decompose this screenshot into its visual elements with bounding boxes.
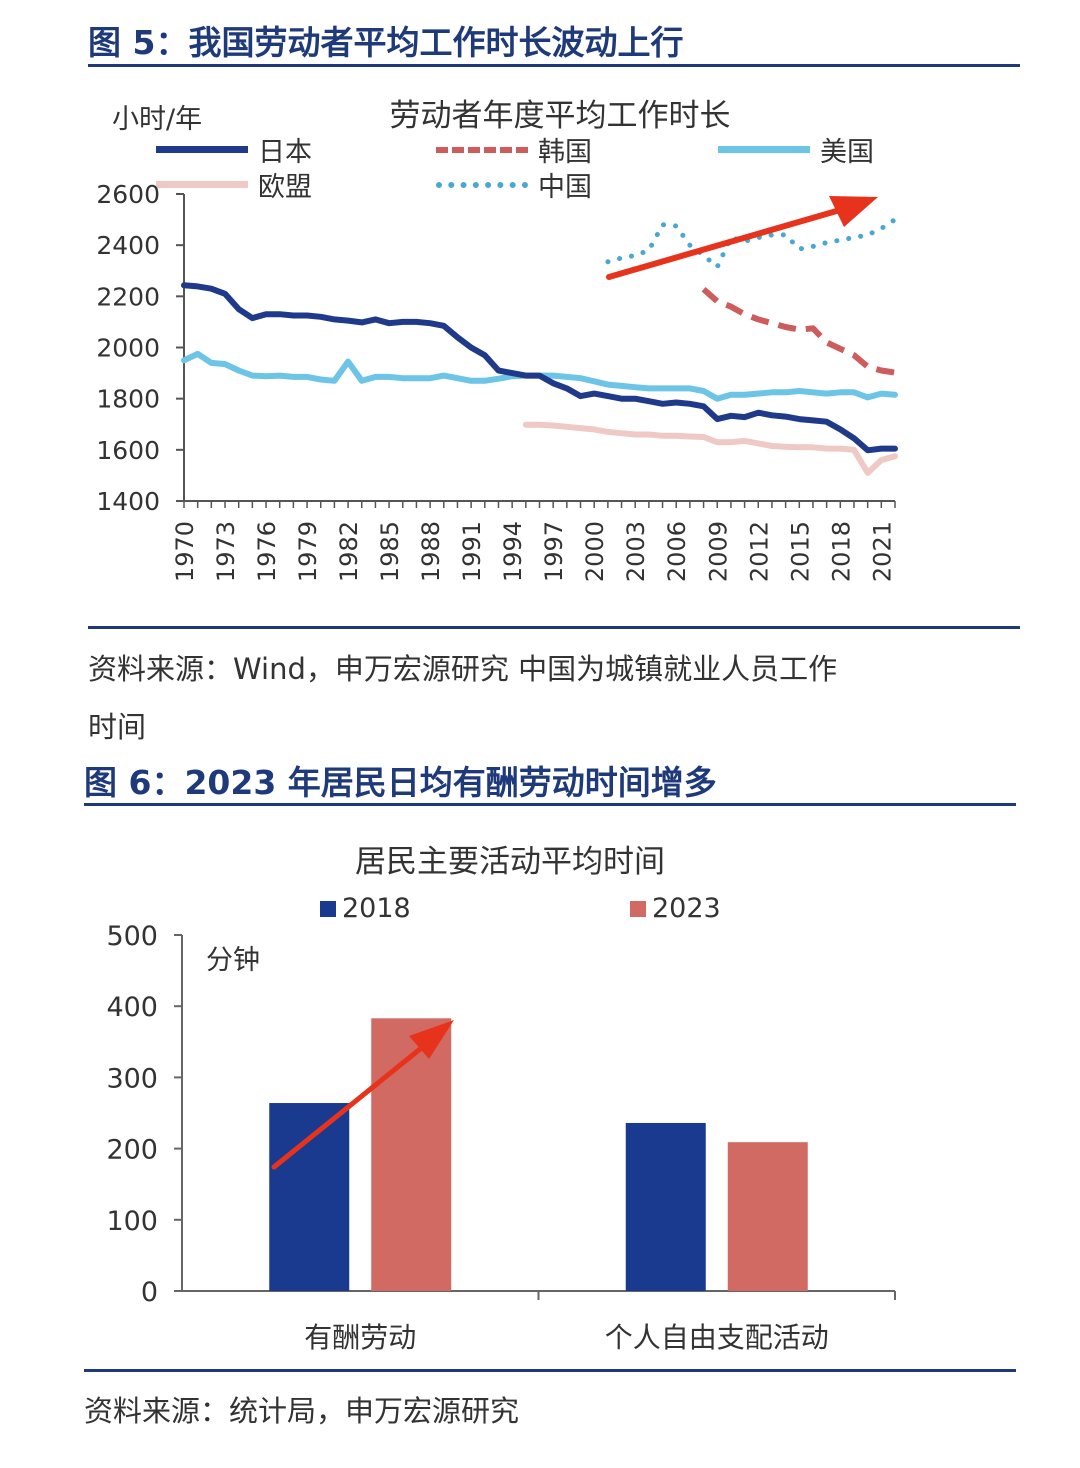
legend-korea-label: 韩国 <box>538 137 592 168</box>
legend-usa-label: 美国 <box>820 137 874 168</box>
chart1-x-tick-label: 1976 <box>253 521 281 582</box>
chart1-x-tick-label: 2009 <box>704 521 732 582</box>
legend-korea-swatch <box>436 146 528 153</box>
chart1-series-line-eu <box>522 421 898 476</box>
figure5-source-line1: 资料来源：Wind，申万宏源研究 中国为城镇就业人员工作 <box>88 652 838 686</box>
figure6-title-rule <box>84 803 1016 806</box>
legend-usa-swatch <box>718 146 810 153</box>
chart2-bar-2023-1 <box>371 1018 452 1291</box>
chart1-y-tick-label: 2600 <box>96 180 160 209</box>
chart2-y-tick-label: 500 <box>106 921 158 952</box>
chart2-trend-arrow-head <box>409 1020 454 1059</box>
legend-2018: 2018 <box>320 893 411 924</box>
chart2-trend-arrow-shaft <box>271 1042 428 1170</box>
chart1-series-line-china <box>605 217 898 270</box>
legend-china-swatch <box>436 181 528 188</box>
figure5-source-line2: 时间 <box>88 710 147 744</box>
figure5-title: 图 5：我国劳动者平均工作时长波动上行 <box>88 23 684 62</box>
chart1-x-tick-label: 1991 <box>458 521 486 582</box>
chart2-y-tick-label: 400 <box>106 992 158 1023</box>
legend-japan-label: 日本 <box>258 137 312 168</box>
legend-2018-swatch <box>320 900 336 917</box>
figure5-title-rule <box>88 64 1020 67</box>
chart1-series-line-japan <box>181 282 898 454</box>
chart2-category-label: 个人自由支配活动 <box>605 1321 829 1354</box>
chart2-category-label: 有酬劳动 <box>304 1321 416 1354</box>
legend-eu-label: 欧盟 <box>258 172 312 203</box>
chart1-x-tick-label: 1979 <box>294 521 322 582</box>
legend-eu: 欧盟 <box>156 165 312 204</box>
chart1-x-tick-label: 1985 <box>376 521 404 582</box>
chart2-y-tick-label: 100 <box>106 1206 158 1237</box>
chart1-x-tick-label: 2006 <box>663 521 691 582</box>
chart1-x-tick-label: 1988 <box>417 521 445 582</box>
chart1-x-tick-label: 1973 <box>212 521 240 582</box>
legend-2023: 2023 <box>630 893 721 924</box>
chart1-x-tick-label: 1970 <box>171 521 199 582</box>
chart1-ylabel: 小时/年 <box>112 104 203 135</box>
legend-korea: 韩国 <box>436 130 592 169</box>
legend-china-label: 中国 <box>538 172 592 203</box>
chart2-bar-2023-2 <box>727 1142 808 1291</box>
chart1-y-tick-label: 1800 <box>96 385 160 414</box>
legend-japan: 日本 <box>156 130 312 169</box>
chart1-y-tick-label: 2200 <box>96 282 160 311</box>
chart1-trend-arrow-shaft <box>606 207 843 280</box>
chart1-x-tick-label: 1997 <box>540 521 568 582</box>
chart1-y-tick-label: 2000 <box>96 334 160 363</box>
chart1-series-line-korea <box>701 286 896 376</box>
legend-eu-swatch <box>156 181 248 188</box>
chart2-title: 居民主要活动平均时间 <box>355 844 665 880</box>
chart2-y-tick-label: 200 <box>106 1135 158 1166</box>
legend-2023-label: 2023 <box>652 893 721 924</box>
figure5-source-rule <box>88 626 1020 629</box>
chart1-title: 劳动者年度平均工作时长 <box>389 98 731 134</box>
chart2-y-tick-label: 0 <box>141 1277 158 1308</box>
legend-2018-label: 2018 <box>342 893 411 924</box>
chart1-x-tick-label: 1994 <box>499 521 527 582</box>
legend-2023-swatch <box>630 900 646 917</box>
chart1-x-tick-label: 2000 <box>581 521 609 582</box>
chart1-trend-arrow-head <box>829 196 878 227</box>
chart1-x-tick-label: 2003 <box>622 521 650 582</box>
chart1-y-tick-label: 1400 <box>96 487 160 516</box>
chart1-y-tick-label: 1600 <box>96 436 160 465</box>
chart1-x-tick-label: 2018 <box>827 521 855 582</box>
chart2-y-tick-label: 300 <box>106 1063 158 1094</box>
chart1-x-tick-label: 2012 <box>745 521 773 582</box>
figure6-title: 图 6：2023 年居民日均有酬劳动时间增多 <box>84 763 717 802</box>
chart1-x-tick-label: 2021 <box>868 521 896 582</box>
legend-china: 中国 <box>436 165 592 204</box>
chart2-ylabel: 分钟 <box>206 945 260 976</box>
legend-japan-swatch <box>156 146 248 153</box>
chart1-y-tick-label: 2400 <box>96 231 160 260</box>
figure6-source-rule <box>84 1369 1016 1372</box>
chart2-bar-2018-2 <box>625 1122 706 1291</box>
chart1-x-tick-label: 1982 <box>335 521 363 582</box>
figure6-source: 资料来源：统计局，申万宏源研究 <box>84 1394 520 1428</box>
chart1-x-tick-label: 2015 <box>786 521 814 582</box>
chart2-bar-2018-1 <box>269 1103 350 1291</box>
legend-usa: 美国 <box>718 130 874 169</box>
